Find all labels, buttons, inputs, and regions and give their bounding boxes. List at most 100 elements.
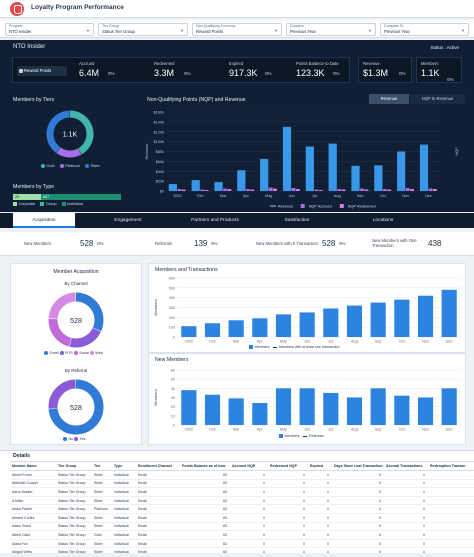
tab-acquisition[interactable]: Acquisition	[13, 213, 75, 228]
tiers-legend: Gold Platinum Silver	[41, 164, 104, 168]
table-row[interactable]: Abigail Wells Status Tier Group Silver Indi…	[10, 547, 474, 557]
nqp-redeemed-bar	[250, 189, 255, 191]
table-cell: 0	[268, 487, 308, 497]
table-cell	[428, 504, 474, 514]
filter-value: Previous Year	[384, 29, 410, 34]
x-tick-label: Oct	[399, 428, 406, 432]
new-members-card: New Members 0 10 20 30 40 50 60 Members 2022 Feb M…	[148, 353, 466, 445]
stat-pct: 0%	[211, 241, 218, 246]
kpi-pct: 0%	[265, 71, 272, 76]
table-row[interactable]: Aisha Parker Status Tier Group Platinum Ind…	[10, 504, 474, 514]
column-header[interactable]: Points Balance as of now	[180, 461, 230, 471]
kpi-label: Points Balance to Date	[296, 61, 339, 66]
x-tick-label: Jul	[328, 428, 333, 432]
column-header[interactable]: Tier	[92, 461, 112, 471]
column-header[interactable]: Type	[112, 461, 136, 471]
tab-locations[interactable]: Locations	[372, 218, 394, 223]
members-tx-title: Members and Transactions	[155, 267, 218, 273]
new-members-chart: 0 10 20 30 40 50 60 Members 2022 Feb Mar Apr May Jun J…	[153, 369, 461, 432]
kpi-value: 917.3K	[229, 68, 258, 78]
tab-partners-products[interactable]: Partners and Products	[191, 218, 239, 223]
table-row[interactable]: Ahmed Cortez Status Tier Group Silver Indiv…	[10, 513, 474, 523]
channel-donut: 528	[48, 292, 104, 348]
filter-value: NTO Insider	[9, 29, 32, 34]
table-cell: Individual	[112, 530, 136, 540]
nqp-accrued-bar	[291, 188, 296, 191]
filter-label: Duration	[290, 24, 304, 28]
table-cell: 0	[384, 504, 428, 514]
table-cell: Silver	[92, 487, 112, 497]
table-cell: Alana Fox	[10, 539, 56, 549]
channel-arcs	[48, 292, 104, 348]
members-transactions-chart: 0 100 200 300 400 500 600 Members 2022 Feb Mar Apr M…	[153, 277, 461, 344]
legend-item: Members with at least one transaction	[273, 345, 340, 349]
table-cell: 63	[180, 487, 230, 497]
legend-item: Group	[40, 202, 57, 206]
table-cell: 0	[230, 547, 268, 557]
filter-currency[interactable]: Non-Qualifying Currency Reward Points ▼	[192, 23, 282, 36]
toggle-nqp-to-revenue[interactable]: NQP to Revenue	[410, 94, 465, 104]
table-cell: 0	[332, 479, 384, 489]
member-bar	[252, 403, 268, 425]
y-tick-label: 60	[171, 369, 175, 373]
member-bar	[181, 390, 197, 425]
column-header[interactable]: Enrollment Channel	[136, 461, 180, 471]
y-tick-label: $0	[160, 190, 164, 194]
table-cell: Email	[136, 470, 180, 480]
column-header[interactable]: Accrual Transactions	[384, 461, 428, 471]
y-tick-label: $140k	[154, 120, 164, 124]
table-cell: 0	[268, 530, 308, 540]
table-row[interactable]: Albert Clark Status Tier Group Gold Individ…	[10, 530, 474, 540]
table-cell: 63	[180, 547, 230, 557]
column-header[interactable]: Tier Group	[56, 461, 92, 471]
app-logo-icon	[10, 2, 24, 16]
table-row[interactable]: Adam Snow Status Tier Group Silver Individu…	[10, 522, 474, 532]
table-cell: Email	[136, 522, 180, 532]
y-tick-label: 600	[169, 277, 175, 281]
tiers-donut: 1.1K	[46, 110, 94, 158]
types-legend: Corporate Group Individual	[13, 202, 87, 206]
table-cell: 0	[384, 530, 428, 540]
legend-item: Referrals	[303, 434, 324, 438]
table-row[interactable]: A Miller Status Tier Group Silver Individua…	[10, 496, 474, 506]
tab-satisfaction[interactable]: Satisfaction	[284, 218, 310, 223]
toggle-revenue[interactable]: Revenue	[369, 94, 409, 104]
by-channel-title: By Channel	[64, 281, 88, 286]
table-row[interactable]: Aaron Barker Status Tier Group Silver Indiv…	[10, 487, 474, 497]
revenue-bar	[282, 126, 292, 191]
table-row[interactable]: Abdullah Cooper Status Tier Group Silver In…	[10, 479, 474, 489]
column-header[interactable]: Accrued NQP	[230, 461, 268, 471]
table-cell: Silver	[92, 522, 112, 532]
legend-item: Web	[89, 351, 103, 356]
column-header[interactable]: Redemption Transac	[428, 461, 474, 471]
filter-program[interactable]: Program NTO Insider ▼	[5, 23, 94, 36]
column-header[interactable]: Member Name	[10, 461, 56, 471]
filter-tier-group[interactable]: Tier Group Status Tier Group ▼	[98, 23, 188, 36]
filter-value: Status Tier Group	[102, 29, 135, 34]
y-tick-label: 30	[171, 396, 175, 400]
kpi-label: Accrued	[79, 61, 95, 66]
column-header[interactable]: Expired	[308, 461, 332, 471]
x-tick-label: Feb	[209, 428, 216, 432]
tab-engagement[interactable]: Engagement	[114, 218, 142, 223]
revenue-bar	[374, 165, 383, 191]
column-header[interactable]: Days Since Last Transaction	[332, 461, 384, 471]
filter-compare-to[interactable]: Compare To Previous Year ▼	[380, 23, 469, 36]
member-bar	[417, 295, 434, 337]
member-bar	[441, 289, 457, 337]
stat-value: 139	[194, 239, 208, 248]
filter-duration[interactable]: Duration Previous Year ▼	[286, 23, 376, 36]
table-cell: Email	[136, 496, 180, 506]
table-row[interactable]: Alexei Forrer Status Tier Group Silver Indi…	[10, 470, 474, 480]
x-tick-label: Oct	[399, 340, 406, 344]
column-header[interactable]: Redeemed NQP	[268, 461, 308, 471]
nqp-accrued-bar	[360, 188, 364, 191]
revenue-bar	[305, 146, 314, 191]
nqp-redeemed-bar	[204, 190, 209, 191]
table-row[interactable]: Alana Fox Status Tier Group Silver Individu…	[10, 539, 474, 549]
channel-arc	[69, 327, 101, 348]
revenue-bar	[237, 170, 246, 191]
type-segment: 807	[41, 194, 121, 200]
x-tick-label: Dec	[446, 428, 453, 432]
table-cell: 63	[180, 539, 230, 549]
